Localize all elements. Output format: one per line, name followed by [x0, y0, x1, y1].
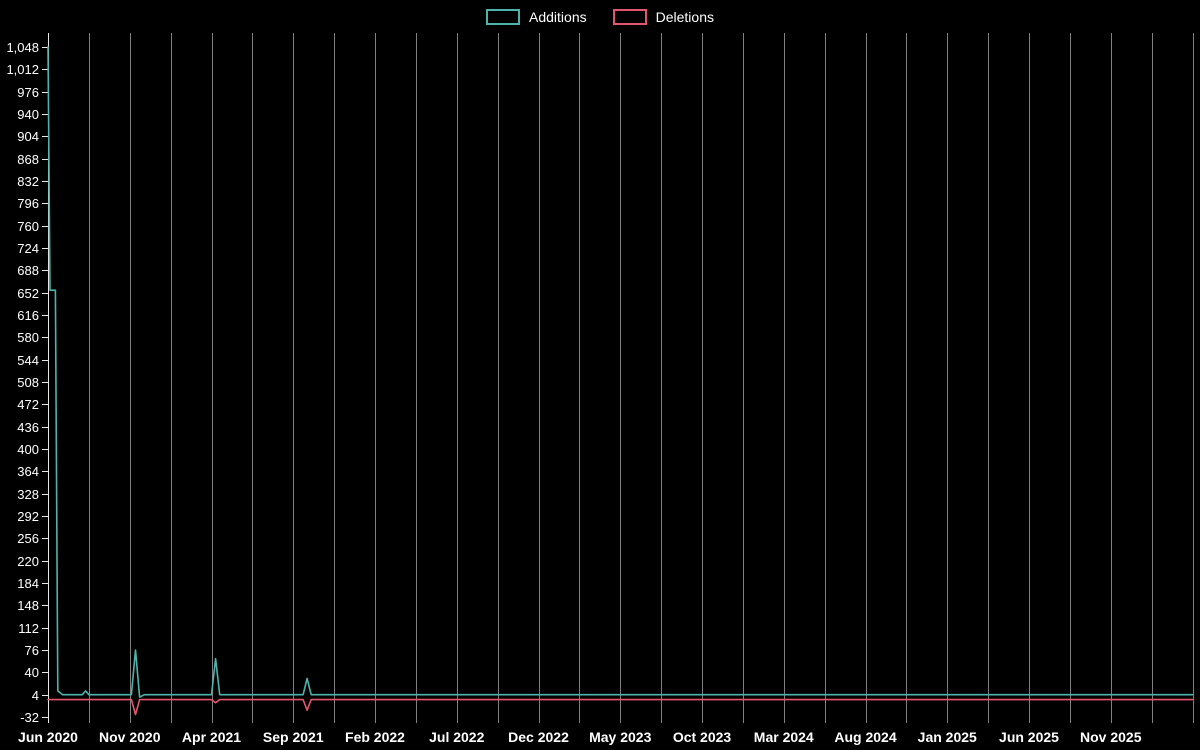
deletions-legend-swatch [612, 9, 647, 25]
y-axis-tick-label: 940 [17, 107, 39, 122]
y-axis-tick-label: 40 [25, 665, 39, 680]
y-axis-tick-label: 868 [17, 152, 39, 167]
y-axis-tick-label: 616 [17, 308, 39, 323]
y-axis-tick-label: 4 [32, 688, 39, 703]
deletions-legend-label: Deletions [655, 9, 714, 25]
y-axis-tick-label: 148 [17, 598, 39, 613]
x-axis-tick-label: Aug 2024 [834, 729, 896, 745]
x-axis-tick-label: Feb 2022 [345, 729, 405, 745]
additions-legend-swatch [486, 9, 521, 25]
y-axis-tick-label: 832 [17, 174, 39, 189]
y-axis-tick-label: 364 [17, 464, 39, 479]
x-axis-tick-label: May 2023 [589, 729, 651, 745]
x-axis-tick-label: Jul 2022 [429, 729, 484, 745]
y-axis-tick-label: 724 [17, 241, 39, 256]
x-axis-tick-label: Oct 2023 [673, 729, 732, 745]
y-axis-tick-label: 220 [17, 554, 39, 569]
x-axis-tick-label: Mar 2024 [754, 729, 814, 745]
y-axis-tick-label: 472 [17, 397, 39, 412]
x-axis-labels: Jun 2020 Nov 2020 Apr 2021 Sep 2021 Feb 2022… [18, 729, 1142, 745]
y-axis-tick-label: 292 [17, 509, 39, 524]
y-axis-tick-label: 1,012 [6, 62, 39, 77]
x-axis-tick-label: Jan 2025 [918, 729, 977, 745]
x-axis-tick-label: Dec 2022 [508, 729, 569, 745]
legend-item-deletions[interactable]: Deletions [612, 9, 714, 25]
x-axis-tick-label: Jun 2025 [999, 729, 1059, 745]
y-axis-tick-label: 76 [25, 643, 39, 658]
y-axis-tick-label: 652 [17, 286, 39, 301]
chart-legend: Additions Deletions [0, 9, 1200, 25]
x-axis-tick-label: Apr 2021 [182, 729, 241, 745]
y-axis-labels: 1,048 1,012 976 940 904 868 832 796 760 724 688 652… [6, 40, 48, 725]
y-axis-tick-label: 112 [18, 621, 39, 636]
y-axis-tick-label: 256 [17, 531, 39, 546]
y-axis-tick-label: 184 [17, 576, 39, 591]
additions-legend-label: Additions [529, 9, 587, 25]
vertical-gridlines [89, 33, 1194, 723]
x-axis-tick-label: Nov 2025 [1080, 729, 1142, 745]
legend-item-additions[interactable]: Additions [486, 9, 587, 25]
y-axis-tick-label: 400 [17, 442, 39, 457]
y-axis-tick-label: -32 [20, 710, 39, 725]
y-axis-tick-label: 796 [17, 196, 39, 211]
deletions-line [47, 698, 1194, 716]
y-axis-tick-label: 544 [17, 353, 39, 368]
x-axis-tick-label: Jun 2020 [18, 729, 78, 745]
y-axis-tick-label: 1,048 [6, 40, 39, 55]
y-axis-tick-label: 436 [17, 420, 39, 435]
y-axis-tick-label: 328 [17, 487, 39, 502]
x-axis-tick-label: Nov 2020 [99, 729, 161, 745]
x-axis-tick-label: Sep 2021 [263, 729, 324, 745]
y-axis-tick-label: 760 [17, 219, 39, 234]
y-axis-tick-label: 904 [17, 129, 39, 144]
y-axis-tick-label: 580 [17, 330, 39, 345]
y-axis-tick-label: 976 [17, 85, 39, 100]
y-axis-tick-label: 508 [17, 375, 39, 390]
y-axis-tick-label: 688 [17, 263, 39, 278]
additions-line [47, 46, 1194, 698]
